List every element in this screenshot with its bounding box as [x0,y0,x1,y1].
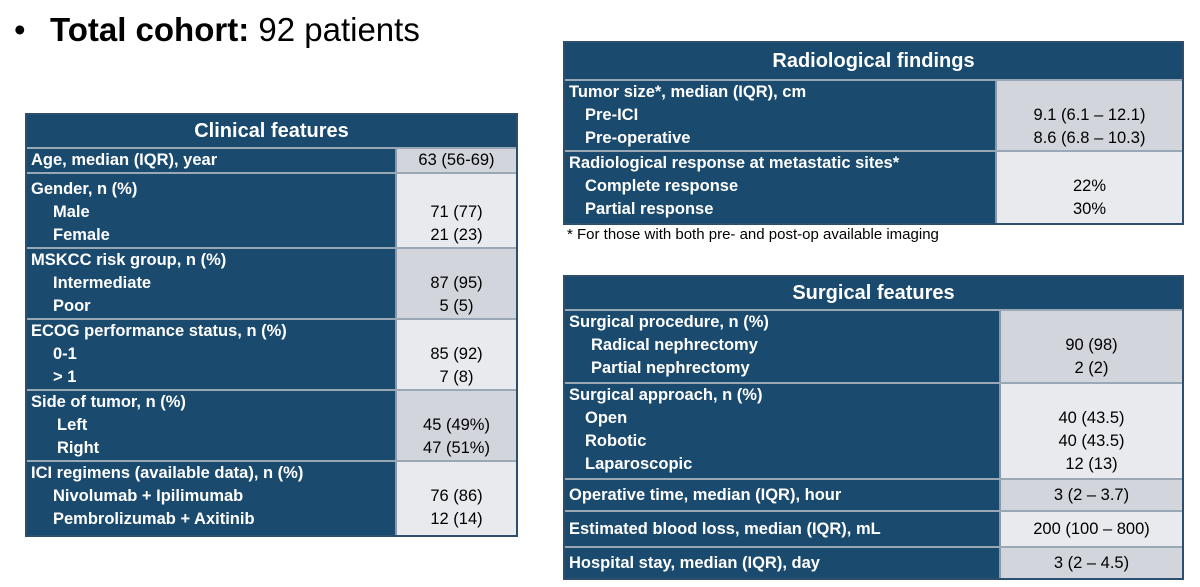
open-label: Open [585,409,628,427]
age-value: 63 (56-69) [418,151,495,169]
left-label: Left [57,416,88,434]
blood-loss-row: Estimated blood loss, median (IQR), mL 2… [565,510,1182,546]
approach-group: Surgical approach, n (%) Open Robotic La… [565,382,1182,478]
poor-value: 5 (5) [439,297,474,315]
hospital-stay-value: 3 (2 – 4.5) [1053,553,1130,572]
male-value: 71 (77) [430,203,483,221]
radical-nephrectomy-label: Radical nephrectomy [591,336,758,354]
complete-response-label: Complete response [585,177,739,195]
total-cohort-label: Total cohort: [50,11,250,48]
blood-loss-label: Estimated blood loss, median (IQR), mL [569,520,881,538]
response-label: Radiological response at metastatic site… [569,154,900,172]
partial-response-value: 30% [1072,200,1107,218]
ecog-gt1-label: > 1 [53,368,77,386]
response-group: Radiological response at metastatic site… [565,150,1182,223]
male-label: Male [53,203,90,221]
robotic-value: 40 (43.5) [1058,432,1125,450]
pre-ici-value: 9.1 (6.1 – 12.1) [1033,106,1146,124]
left-value: 45 (49%) [423,416,490,434]
female-label: Female [53,226,110,244]
pembrolizumab-label: Pembrolizumab + Axitinib [53,510,255,528]
hospital-stay-row: Hospital stay, median (IQR), day 3 (2 – … [565,546,1182,578]
hospital-stay-label: Hospital stay, median (IQR), day [569,554,820,572]
operative-time-label: Operative time, median (IQR), hour [569,486,842,504]
pre-operative-label: Pre-operative [585,129,691,147]
total-cohort-value: 92 patients [258,11,420,48]
surgical-features-title: Surgical features [565,277,1182,309]
ecog-gt1-value: 7 (8) [439,368,474,386]
pembrolizumab-value: 12 (14) [430,510,483,528]
gender-label: Gender, n (%) [31,180,138,198]
laparoscopic-value: 12 (13) [1065,455,1118,473]
nivolumab-label: Nivolumab + Ipilimumab [53,487,244,505]
open-value: 40 (43.5) [1058,409,1125,427]
age-row: Age, median (IQR), year 63 (56-69) [27,147,516,172]
clinical-features-table: Clinical features Age, median (IQR), yea… [25,113,518,537]
age-label: Age, median (IQR), year [31,151,218,169]
side-group: Side of tumor, n (%) Left Right 45 (49%)… [27,389,516,460]
radiological-findings-title: Radiological findings [565,43,1182,79]
operative-time-value: 3 (2 – 3.7) [1053,485,1130,504]
laparoscopic-label: Laparoscopic [585,455,693,473]
intermediate-label: Intermediate [53,274,152,292]
partial-nephrectomy-label: Partial nephrectomy [591,359,750,377]
radical-nephrectomy-value: 90 (98) [1065,336,1118,354]
ecog-0-1-label: 0-1 [53,345,77,363]
robotic-label: Robotic [585,432,647,450]
clinical-features-title: Clinical features [27,115,516,147]
procedure-group: Surgical procedure, n (%) Radical nephre… [565,309,1182,382]
total-cohort-headline: • Total cohort: 92 patients [14,8,420,52]
radiological-findings-table: Radiological findings Tumor size*, media… [563,41,1184,225]
partial-response-label: Partial response [585,200,714,218]
pre-operative-value: 8.6 (6.8 – 10.3) [1033,129,1146,147]
gender-group: Gender, n (%) Male Female 71 (77) 21 (23… [27,172,516,247]
operative-time-row: Operative time, median (IQR), hour 3 (2 … [565,478,1182,510]
partial-nephrectomy-value: 2 (2) [1074,359,1109,377]
right-value: 47 (51%) [423,439,490,457]
mskcc-group: MSKCC risk group, n (%) Intermediate Poo… [27,247,516,318]
ecog-0-1-value: 85 (92) [430,345,483,363]
complete-response-value: 22% [1072,177,1107,195]
side-label: Side of tumor, n (%) [31,393,186,411]
mskcc-label: MSKCC risk group, n (%) [31,251,227,269]
ecog-group: ECOG performance status, n (%) 0-1 > 1 8… [27,318,516,389]
bullet: • [14,11,26,48]
approach-label: Surgical approach, n (%) [569,386,763,404]
female-value: 21 (23) [430,226,483,244]
radiological-footnote: * For those with both pre- and post-op a… [567,226,939,243]
poor-label: Poor [53,297,91,315]
right-label: Right [57,439,100,457]
procedure-label: Surgical procedure, n (%) [569,313,769,331]
blood-loss-value: 200 (100 – 800) [1033,519,1150,538]
intermediate-value: 87 (95) [430,274,483,292]
surgical-features-table: Surgical features Surgical procedure, n … [563,275,1184,580]
pre-ici-label: Pre-ICI [585,106,639,124]
tumor-size-label: Tumor size*, median (IQR), cm [569,83,807,101]
ecog-label: ECOG performance status, n (%) [31,322,287,340]
tumor-size-group: Tumor size*, median (IQR), cm Pre-ICI Pr… [565,79,1182,150]
ici-group: ICI regimens (available data), n (%) Niv… [27,460,516,535]
nivolumab-value: 76 (86) [430,487,483,505]
ici-label: ICI regimens (available data), n (%) [31,464,304,482]
